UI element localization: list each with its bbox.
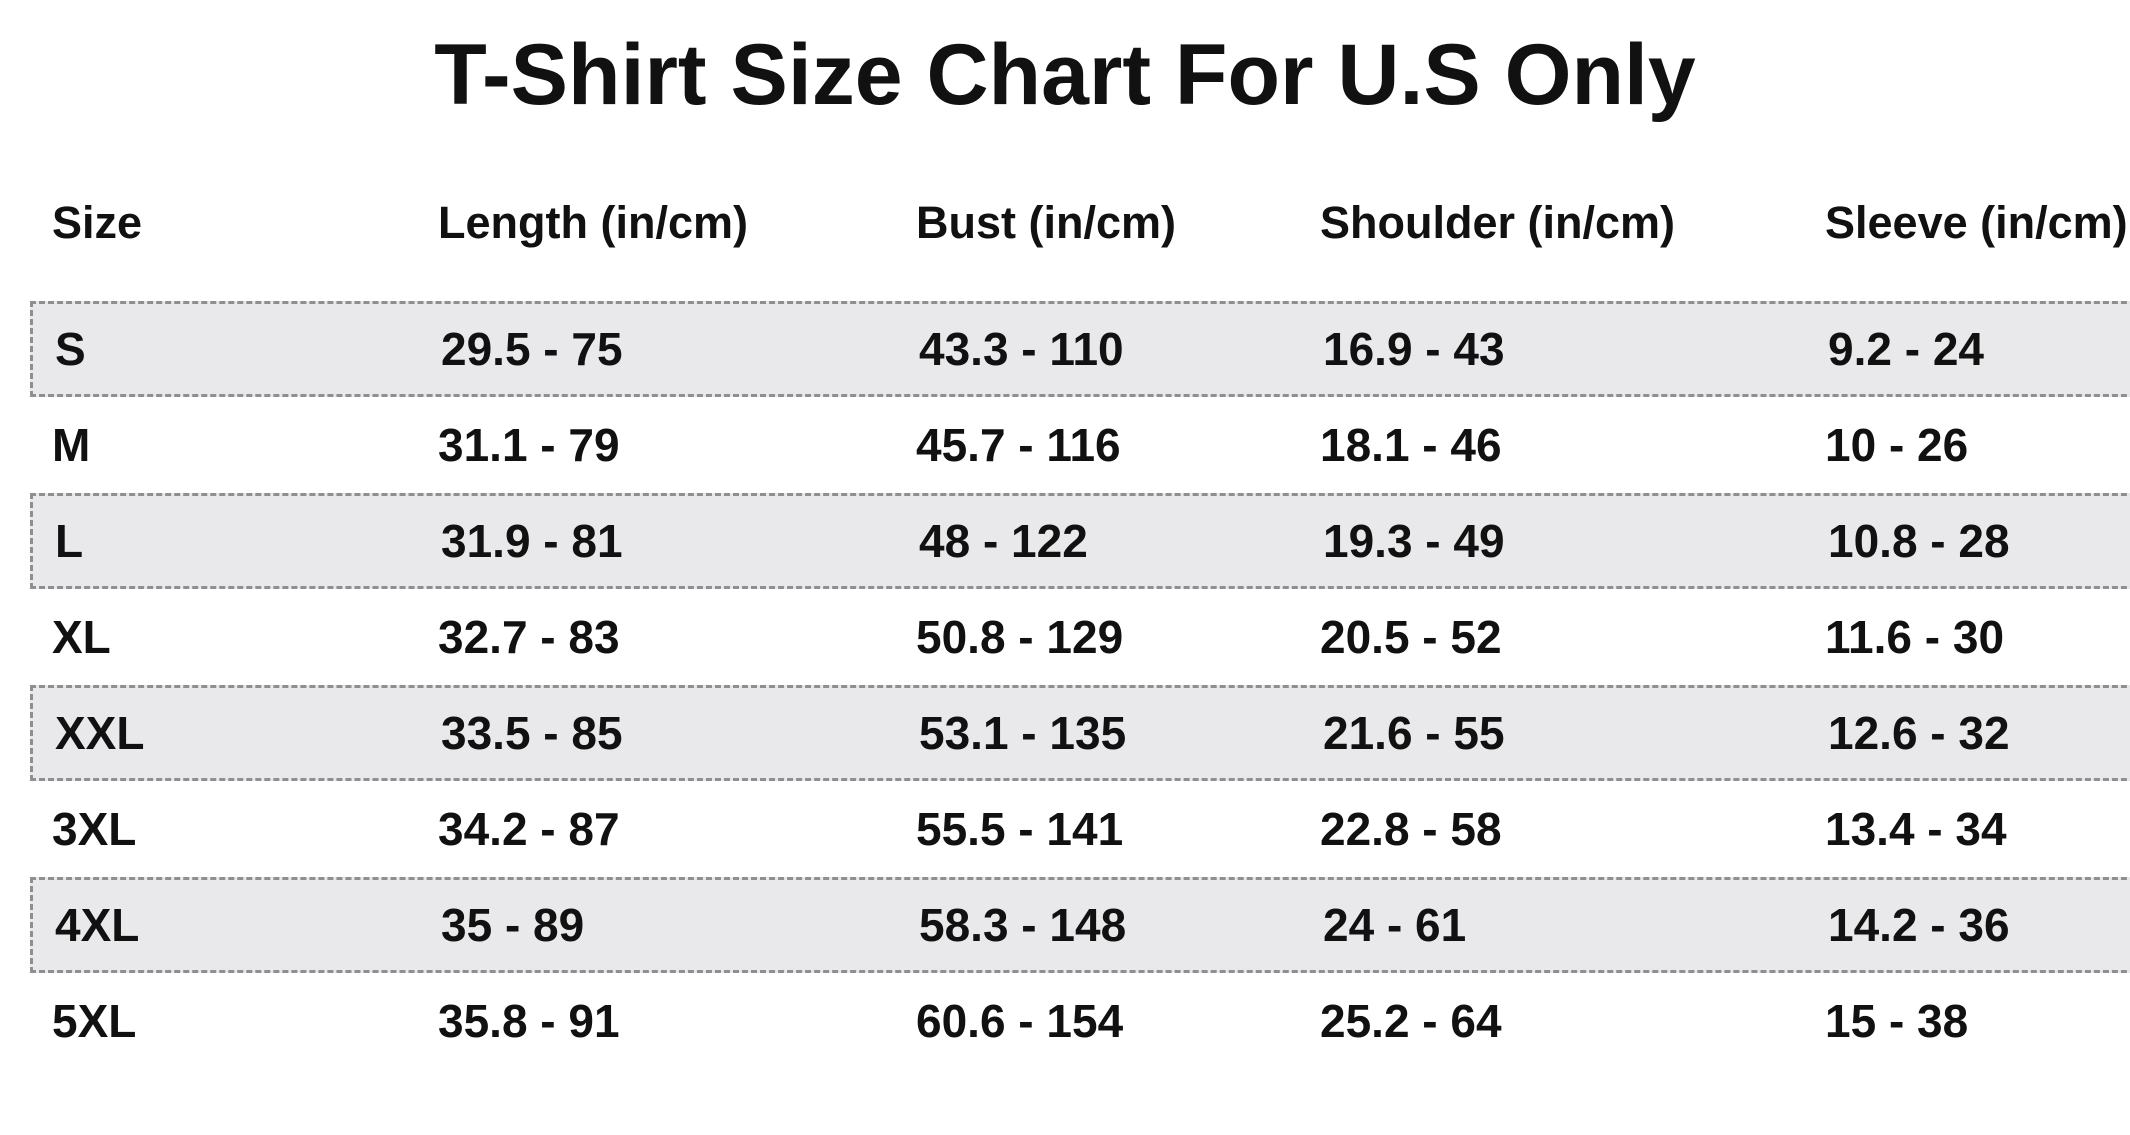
size-cell: XXL [55, 707, 145, 759]
sleeve-cell: 11.6 - 30 [1825, 611, 2005, 663]
length-cell: 35 - 89 [441, 899, 585, 951]
table-row: M 31.1 - 79 45.7 - 116 18.1 - 46 10 - 26 [30, 397, 2130, 493]
table-header-row: Size Length (in/cm) Bust (in/cm) Shoulde… [30, 191, 2130, 255]
size-cell: L [55, 515, 84, 567]
sleeve-cell: 14.2 - 36 [1828, 899, 2010, 951]
length-cell: 34.2 - 87 [438, 803, 620, 855]
column-header-shoulder: Shoulder (in/cm) [1320, 197, 1676, 248]
shoulder-cell: 25.2 - 64 [1320, 995, 1502, 1047]
length-cell: 31.9 - 81 [441, 515, 623, 567]
size-cell: 5XL [52, 995, 137, 1047]
bust-cell: 43.3 - 110 [919, 323, 1124, 375]
shoulder-cell: 20.5 - 52 [1320, 611, 1502, 663]
size-table: Size Length (in/cm) Bust (in/cm) Shoulde… [0, 191, 2130, 1069]
size-cell: S [55, 323, 86, 375]
column-header-size: Size [52, 197, 143, 248]
shoulder-cell: 16.9 - 43 [1323, 323, 1505, 375]
table-row: 5XL 35.8 - 91 60.6 - 154 25.2 - 64 15 - … [30, 973, 2130, 1069]
sleeve-cell: 12.6 - 32 [1828, 707, 2010, 759]
column-header-bust: Bust (in/cm) [916, 197, 1177, 248]
table-row: L 31.9 - 81 48 - 122 19.3 - 49 10.8 - 28 [30, 493, 2130, 589]
bust-cell: 60.6 - 154 [916, 995, 1124, 1047]
bust-cell: 58.3 - 148 [919, 899, 1127, 951]
table-row: 4XL 35 - 89 58.3 - 148 24 - 61 14.2 - 36 [30, 877, 2130, 973]
bust-cell: 48 - 122 [919, 515, 1088, 567]
column-header-length: Length (in/cm) [438, 197, 748, 248]
shoulder-cell: 19.3 - 49 [1323, 515, 1505, 567]
sleeve-cell: 10 - 26 [1825, 419, 1969, 471]
shoulder-cell: 24 - 61 [1323, 899, 1467, 951]
page-title: T-Shirt Size Chart For U.S Only [434, 27, 1696, 123]
column-header-sleeve: Sleeve (in/cm) [1825, 197, 2128, 248]
size-cell: XL [52, 611, 111, 663]
bust-cell: 45.7 - 116 [916, 419, 1121, 471]
length-cell: 33.5 - 85 [441, 707, 623, 759]
shoulder-cell: 21.6 - 55 [1323, 707, 1505, 759]
size-cell: M [52, 419, 91, 471]
shoulder-cell: 22.8 - 58 [1320, 803, 1502, 855]
sleeve-cell: 13.4 - 34 [1825, 803, 2007, 855]
shoulder-cell: 18.1 - 46 [1320, 419, 1502, 471]
sleeve-cell: 15 - 38 [1825, 995, 1969, 1047]
size-cell: 3XL [52, 803, 137, 855]
table-row: 3XL 34.2 - 87 55.5 - 141 22.8 - 58 13.4 … [30, 781, 2130, 877]
size-cell: 4XL [55, 899, 140, 951]
sleeve-cell: 9.2 - 24 [1828, 323, 1984, 375]
length-cell: 32.7 - 83 [438, 611, 620, 663]
bust-cell: 53.1 - 135 [919, 707, 1127, 759]
sleeve-cell: 10.8 - 28 [1828, 515, 2010, 567]
table-row: XL 32.7 - 83 50.8 - 129 20.5 - 52 11.6 -… [30, 589, 2130, 685]
table-row: XXL 33.5 - 85 53.1 - 135 21.6 - 55 12.6 … [30, 685, 2130, 781]
bust-cell: 50.8 - 129 [916, 611, 1124, 663]
length-cell: 29.5 - 75 [441, 323, 623, 375]
length-cell: 35.8 - 91 [438, 995, 620, 1047]
bust-cell: 55.5 - 141 [916, 803, 1124, 855]
table-row: S 29.5 - 75 43.3 - 110 16.9 - 43 9.2 - 2… [30, 301, 2130, 397]
length-cell: 31.1 - 79 [438, 419, 620, 471]
